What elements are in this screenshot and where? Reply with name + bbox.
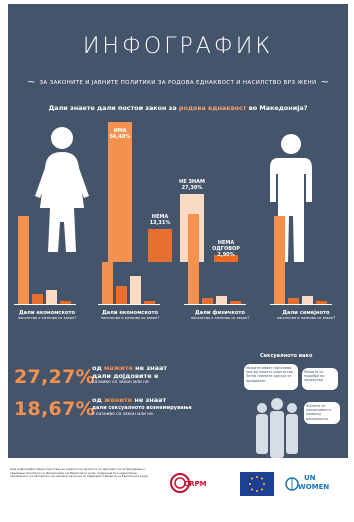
stat-text-line2: дали сексуалното вознемирување — [92, 405, 192, 411]
subtitle-row: ~ ЗА ЗАКОНИТЕ И ЈАВНИТЕ ПОЛИТИКИ ЗА РОДО… — [12, 78, 344, 88]
stat-text-highlight: жените — [103, 396, 133, 404]
small-chart-baseline-2 — [98, 304, 160, 305]
stat-text-part: од — [92, 364, 104, 372]
small-chart-1-bar-1 — [18, 216, 29, 304]
bar-label-text: НЕ ЗНАМ — [179, 179, 205, 186]
caption-sub: насилство е казниво со закон? — [276, 316, 336, 320]
un-women-un-text: UN — [304, 474, 316, 482]
small-chart-2-bar-2 — [116, 286, 127, 304]
crpm-logo-text: CRPM — [184, 480, 207, 488]
small-chart-4-bar-2 — [288, 298, 299, 304]
small-chart-3-bar-4 — [230, 301, 241, 304]
stat-women-number: 18,67% — [14, 398, 95, 420]
small-chart-3-bar-1 — [188, 214, 199, 304]
un-women-logo-icon — [285, 477, 299, 491]
stat-text-highlight: мажите — [103, 364, 133, 372]
small-chart-1-bar-2 — [32, 294, 43, 304]
small-chart-baseline-4 — [270, 304, 332, 305]
small-chart-4-bar-4 — [316, 301, 327, 304]
main-bar-label-4: НЕМА ОДГОВОР 2,90% — [208, 240, 244, 258]
question-highlight: родова еднаквост — [178, 104, 247, 112]
caption-title: Дали економското — [18, 310, 76, 316]
infographic-subtitle: ЗА ЗАКОНИТЕ И ЈАВНИТЕ ПОЛИТИКИ ЗА РОДОВА… — [39, 80, 317, 86]
caption-sub: насилство е казниво со закон? — [17, 316, 77, 320]
main-bar-label-2: НЕМА 13,31% — [142, 214, 178, 226]
eu-flag-icon — [240, 472, 274, 496]
small-chart-caption-3: Дали физичкото насилство е казниво со за… — [184, 310, 256, 321]
man-figure-icon — [270, 134, 312, 262]
small-chart-1-bar-4 — [60, 301, 71, 304]
bar-label-text: ИМА — [113, 128, 127, 134]
small-chart-3-bar-2 — [202, 298, 213, 304]
main-bar-2 — [148, 229, 172, 262]
infographic-title: ИНФОГРАФИК — [82, 34, 274, 59]
stat-women-text: од жените не знаат дали сексуалното возн… — [92, 396, 192, 418]
small-chart-2-bar-4 — [144, 301, 155, 304]
infographic-poster: ИНФОГРАФИК ~ ЗА ЗАКОНИТЕ И ЈАВНИТЕ ПОЛИТ… — [8, 4, 348, 458]
stat-text-line3: е казниво со закон или не. — [92, 412, 155, 417]
main-bar-label-1: ИМА 56,48% — [102, 128, 138, 140]
bar-label-value: 2,90% — [217, 251, 235, 258]
main-bar-label-3: НЕ ЗНАМ 27,30% — [174, 179, 210, 191]
crpm-logo-icon — [170, 473, 190, 493]
stat-men-number: 27,27% — [14, 366, 95, 388]
question-text-before: Дали знаете дали постои закон за — [48, 104, 179, 112]
small-chart-baseline-3 — [184, 304, 246, 305]
woman-figure-icon — [35, 127, 89, 252]
footer: Овој инфографик беше подготвен во рамкит… — [0, 458, 354, 522]
caption-sub: насилство е казниво со закон? — [190, 316, 250, 320]
small-chart-2-bar-1 — [102, 262, 113, 304]
small-chart-4-bar-3 — [302, 296, 313, 304]
small-chart-2-bar-3 — [130, 276, 141, 304]
speech-bubble-2: Мажите се подобри во лидерство — [302, 368, 338, 390]
un-women-women-text: WOMEN — [298, 483, 330, 491]
stat-text-part: од — [92, 396, 104, 404]
caption-title: Дали физичкото — [194, 310, 245, 316]
small-chart-caption-1: Дали економското насилство е казниво со … — [12, 310, 82, 321]
social-section-title: Сексуалното иако — [260, 353, 313, 359]
bar-label-value: 13,31% — [149, 220, 171, 226]
people-group-icon — [256, 398, 298, 458]
bar-label-text: НЕМА ОДГОВОР — [212, 239, 240, 252]
stat-men-text: од мажите не знаат дали дојдовите е казн… — [92, 364, 167, 386]
caption-title: Дали семејното — [282, 310, 330, 316]
tilde-decoration-right: ~ — [320, 77, 329, 88]
bar-label-value: 56,48% — [109, 134, 131, 140]
small-chart-caption-2: Дали економското насилство е казниво со … — [94, 310, 166, 321]
survey-question: Дали знаете дали постои закон за родова … — [8, 104, 348, 112]
stat-text-line2: дали дојдовите е — [92, 372, 159, 380]
caption-sub: насилство е казниво со закон? — [100, 316, 160, 320]
bar-label-text: НЕМА — [151, 214, 169, 220]
main-bar-4 — [214, 254, 238, 262]
small-chart-caption-4: Дали семејното насилство е казниво со за… — [270, 310, 342, 321]
speech-bubble-3: Жените се поемотивни и помалку рационалн… — [304, 402, 340, 424]
bar-label-value: 27,30% — [181, 185, 203, 192]
stat-text-line3: казниво со закон или не. — [92, 380, 151, 385]
small-chart-3-bar-3 — [216, 296, 227, 304]
speech-bubble-1: Мажите имаат најголема моќ во нашето опш… — [244, 364, 298, 390]
stat-text-part: не знаат — [132, 396, 167, 404]
stat-text-part: не знаат — [132, 364, 168, 372]
tilde-decoration-left: ~ — [27, 77, 36, 88]
caption-title: Дали економското — [101, 310, 159, 316]
question-text-after: во Македонија? — [246, 104, 308, 112]
small-chart-4-bar-1 — [274, 216, 285, 304]
small-chart-baseline-1 — [14, 304, 76, 305]
main-bar-1 — [108, 122, 132, 262]
small-chart-1-bar-3 — [46, 290, 57, 304]
footer-disclaimer: Овој инфографик беше подготвен во рамкит… — [10, 467, 149, 478]
